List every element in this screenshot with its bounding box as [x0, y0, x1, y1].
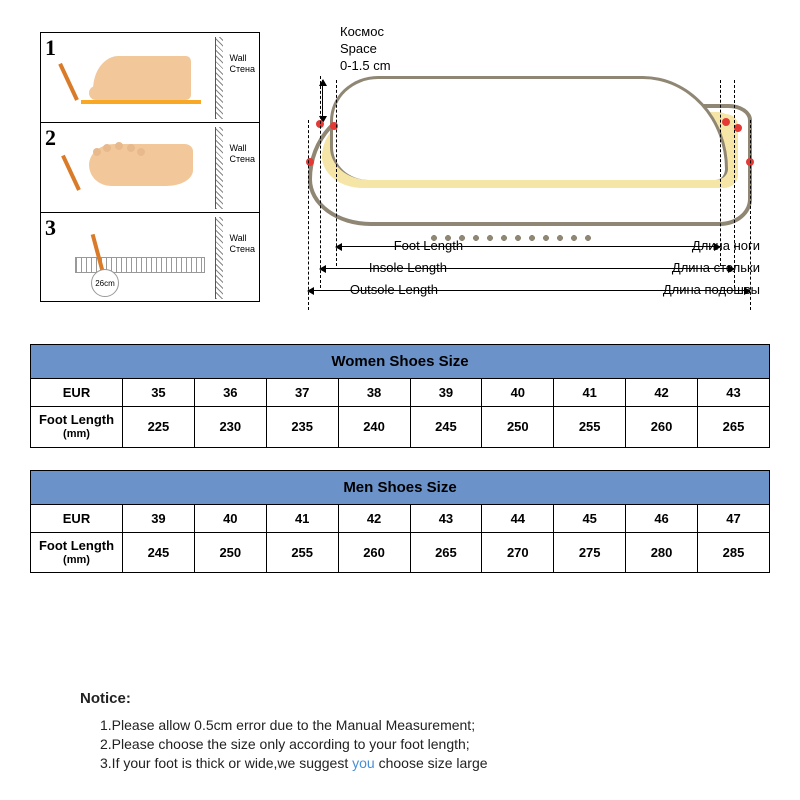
wall-label: WallСтена: [229, 143, 255, 165]
measurement-diagram-area: 1 WallСтена 2 WallСтена: [40, 32, 760, 312]
table-title: Men Shoes Size: [31, 470, 770, 504]
foot-length-dim: Foot Length Длина ноги: [300, 238, 760, 253]
measurement-steps: 1 WallСтена 2 WallСтена: [40, 32, 260, 302]
step-2: 2 WallСтена: [41, 123, 259, 213]
wall-label: WallСтена: [229, 53, 255, 75]
table-row: Foot Length(mm) 245 250 255 260 265 270 …: [31, 532, 770, 573]
shoe-length-diagram: Космос Space 0-1.5 cm: [300, 24, 760, 314]
step-3: 3 26cm WallСтена: [41, 213, 259, 303]
women-size-table: Women Shoes Size EUR 35 36 37 38 39 40 4…: [30, 344, 770, 448]
insole-length-dim: Insole Length Длина стельки: [300, 260, 760, 275]
notice-title: Notice:: [80, 690, 720, 707]
size-tables: Women Shoes Size EUR 35 36 37 38 39 40 4…: [30, 344, 770, 595]
step-1: 1 WallСтена: [41, 33, 259, 123]
outsole-length-dim: Outsole Length Длина подошвы: [300, 282, 760, 297]
table-title: Women Shoes Size: [31, 345, 770, 379]
ruler-reading: 26cm: [91, 269, 119, 297]
men-size-table: Men Shoes Size EUR 39 40 41 42 43 44 45 …: [30, 470, 770, 574]
notice-item: 3.If your foot is thick or wide,we sugge…: [100, 755, 720, 771]
table-row: Foot Length(mm) 225 230 235 240 245 250 …: [31, 407, 770, 448]
notice-item: 1.Please allow 0.5cm error due to the Ma…: [100, 717, 720, 733]
table-row: EUR 39 40 41 42 43 44 45 46 47: [31, 504, 770, 532]
notice-item: 2.Please choose the size only according …: [100, 736, 720, 752]
wall-label: WallСтена: [229, 233, 255, 255]
table-row: EUR 35 36 37 38 39 40 41 42 43: [31, 379, 770, 407]
notice-block: Notice: 1.Please allow 0.5cm error due t…: [80, 690, 720, 774]
